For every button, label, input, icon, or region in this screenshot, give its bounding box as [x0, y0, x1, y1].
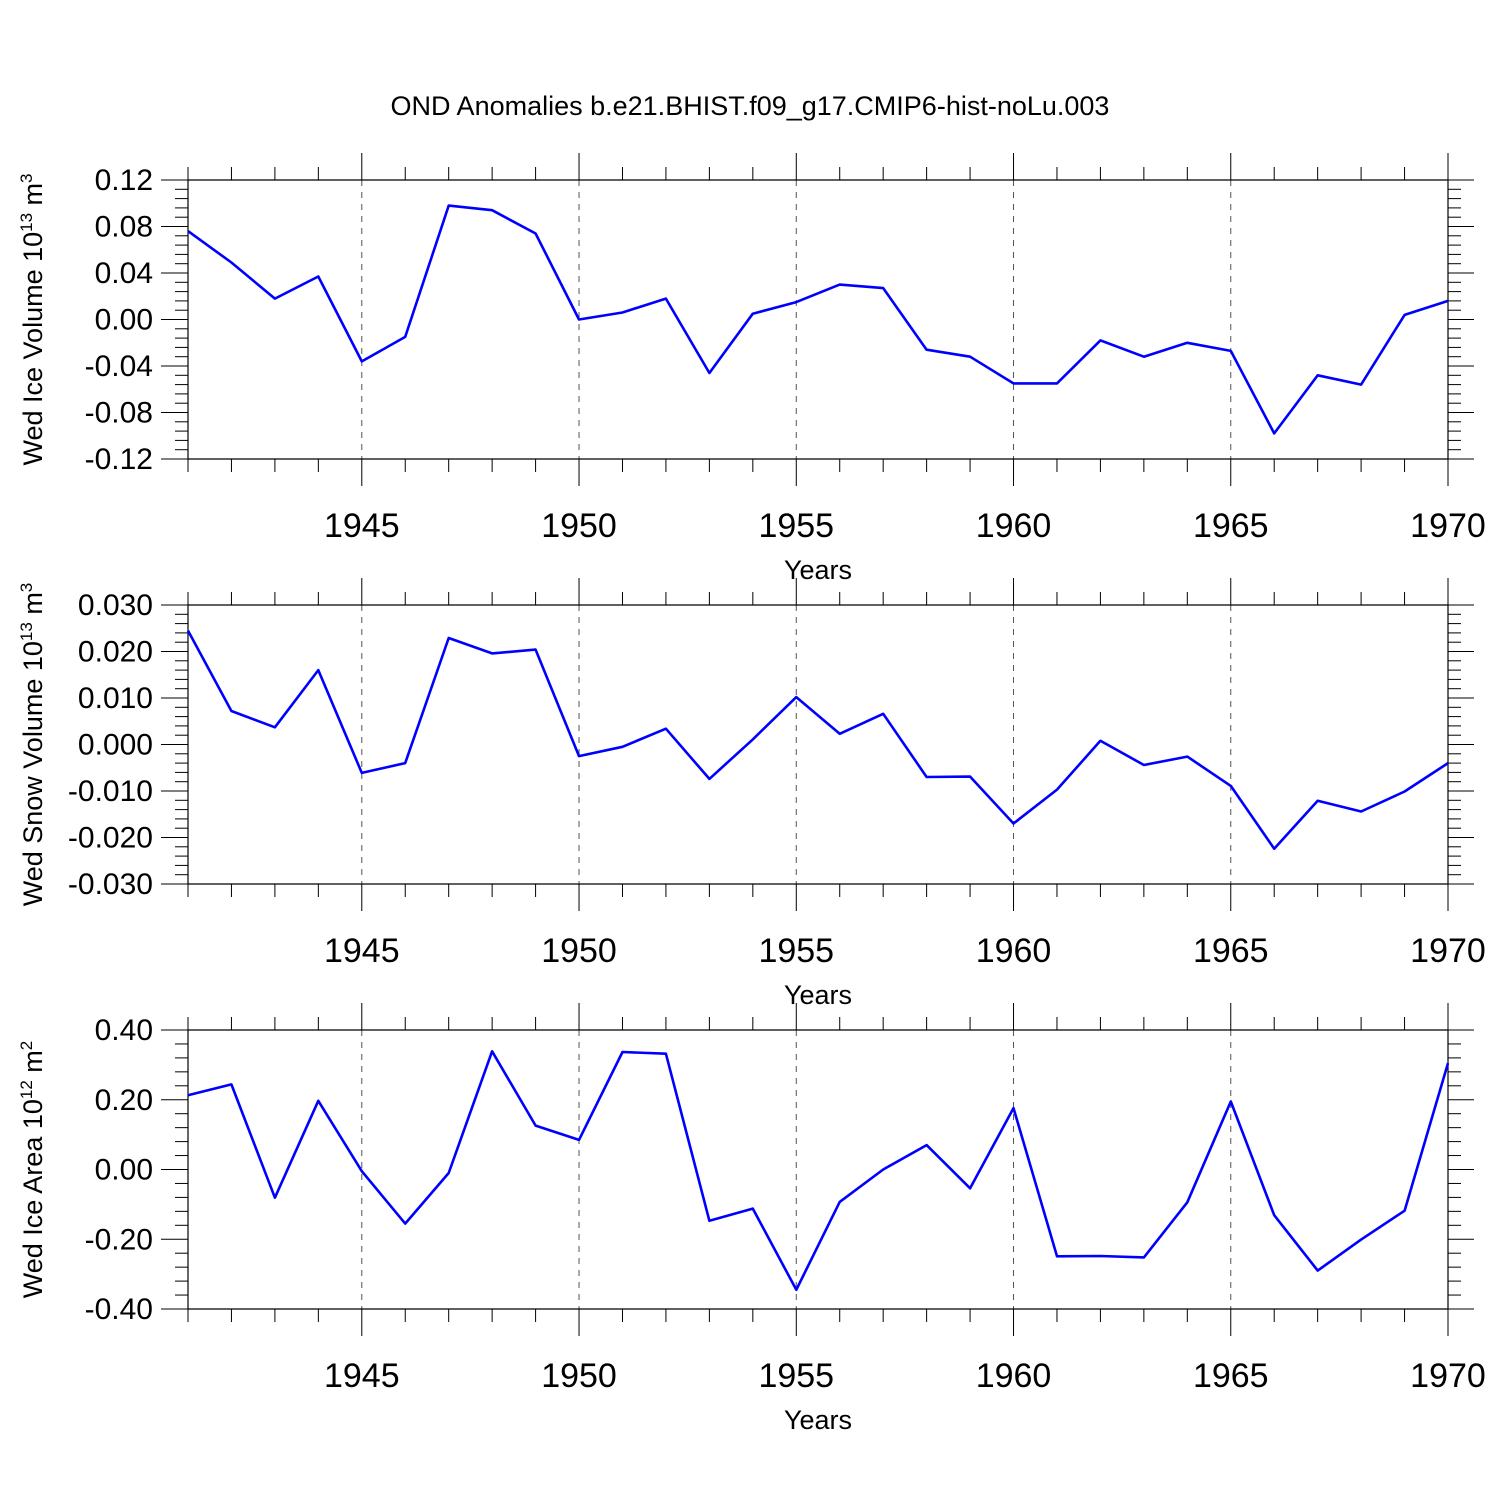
- x-tick-label: 1960: [976, 932, 1052, 970]
- y-axis-label-unit: m: [18, 592, 48, 622]
- x-tick-label: 1945: [324, 932, 400, 970]
- y-tick-label: -0.04: [85, 350, 153, 383]
- x-axis-label: Years: [784, 1405, 852, 1435]
- y-tick-label: 0.12: [95, 164, 153, 197]
- y-tick-label: 0.020: [78, 636, 153, 669]
- y-axis-label: Wed Ice Area 1012 m2: [17, 1041, 48, 1299]
- x-tick-label: 1970: [1410, 507, 1486, 545]
- series-line: [187, 1050, 1450, 1292]
- x-tick-label: 1970: [1410, 1357, 1486, 1395]
- y-tick-label: 0.010: [78, 682, 153, 715]
- y-axis-label-unit-exponent: 2: [17, 1041, 36, 1050]
- y-tick-label: 0.04: [95, 257, 153, 290]
- y-axis-label-text: Wed Ice Area 10: [18, 1099, 48, 1298]
- x-tick-label: 1945: [324, 1357, 400, 1395]
- y-axis-label-unit: m: [18, 1050, 48, 1080]
- y-axis-label-text: Wed Ice Volume 10: [18, 232, 48, 466]
- y-tick-label: -0.20: [85, 1223, 153, 1256]
- y-tick-label: 0.08: [95, 211, 153, 244]
- y-tick-label: -0.010: [68, 775, 153, 808]
- x-tick-label: 1965: [1193, 932, 1269, 970]
- y-tick-label: 0.00: [95, 304, 153, 337]
- panel-1: 0.12 0.08 0.04 0.00 -0.04 -0.08 -0.12 1945 1950 1…: [17, 153, 1486, 585]
- y-axis-label-text: Wed Snow Volume 10: [18, 641, 48, 906]
- x-tick-label: 1955: [758, 932, 834, 970]
- figure-title: OND Anomalies b.e21.BHIST.f09_g17.CMIP6-…: [391, 91, 1110, 121]
- y-axis-label-unit-exponent: 3: [17, 583, 36, 592]
- x-tick-label: 1950: [541, 507, 617, 545]
- y-tick-label: 0.40: [95, 1014, 153, 1047]
- y-axis-label: Wed Ice Volume 1013 m3: [17, 173, 48, 465]
- x-tick-label: 1970: [1410, 932, 1486, 970]
- y-tick-label: -0.40: [85, 1293, 153, 1326]
- x-axis-label: Years: [784, 980, 852, 1010]
- panels: 0.12 0.08 0.04 0.00 -0.04 -0.08 -0.12 1945 1950 1…: [17, 153, 1486, 1435]
- x-tick-label: 1950: [541, 1357, 617, 1395]
- y-axis-label-unit-exponent: 3: [17, 173, 36, 182]
- y-tick-label: 0.20: [95, 1084, 153, 1117]
- series-line: [186, 629, 1449, 851]
- y-tick-label: 0.000: [78, 729, 153, 762]
- panel-2: 0.030 0.020 0.010 0.000 -0.010 -0.020 -0.030 19…: [17, 578, 1486, 1010]
- y-tick-label: -0.030: [68, 868, 153, 901]
- x-tick-label: 1955: [758, 507, 834, 545]
- x-tick-label: 1965: [1193, 1357, 1269, 1395]
- x-tick-label: 1960: [976, 1357, 1052, 1395]
- x-tick-label: 1950: [541, 932, 617, 970]
- x-tick-label: 1955: [758, 1357, 834, 1395]
- y-axis-label-exponent: 12: [17, 1080, 36, 1099]
- x-tick-label: 1945: [324, 507, 400, 545]
- y-tick-label: 0.030: [78, 589, 153, 622]
- y-tick-label: -0.08: [85, 397, 153, 430]
- y-axis-label-exponent: 13: [17, 213, 36, 232]
- x-tick-label: 1960: [976, 507, 1052, 545]
- y-axis-label: Wed Snow Volume 1013 m3: [17, 583, 48, 907]
- x-axis-label: Years: [784, 555, 852, 585]
- y-tick-label: -0.12: [85, 443, 153, 476]
- panel-3: 0.40 0.20 0.00 -0.20 -0.40 1945 1950 1955 1960 19…: [17, 1003, 1486, 1435]
- y-axis-label-exponent: 13: [17, 622, 36, 641]
- x-tick-label: 1965: [1193, 507, 1269, 545]
- y-tick-label: 0.00: [95, 1154, 153, 1187]
- y-tick-label: -0.020: [68, 822, 153, 855]
- series-line: [187, 204, 1449, 435]
- y-axis-label-unit: m: [18, 183, 48, 213]
